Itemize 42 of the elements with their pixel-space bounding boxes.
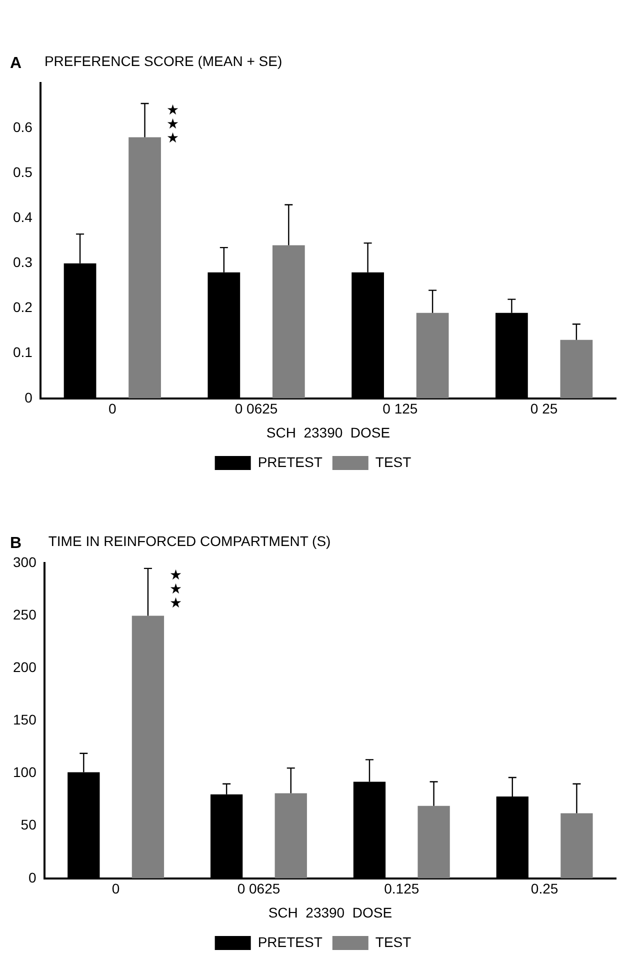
x-tick-label: 0 0625 (234, 400, 278, 417)
y-axis-title: PREFERENCE SCORE (MEAN + SE) (44, 53, 282, 70)
y-tick-label: 200 (13, 659, 37, 676)
bar (418, 806, 450, 878)
y-tick-label: 300 (13, 554, 37, 570)
bar (128, 137, 161, 398)
bar (274, 793, 307, 878)
x-tick-label: 0 125 (382, 400, 418, 417)
legend-label: TEST (375, 454, 412, 470)
y-tick-label: 0.6 (12, 119, 33, 136)
x-tick-label: 0 (112, 880, 120, 897)
x-tick-label: 0 25 (530, 400, 558, 417)
legend-label: TEST (375, 934, 412, 950)
y-tick-label: 0.2 (12, 299, 33, 316)
x-axis-title: SCH 23390 DOSE (268, 904, 392, 920)
x-axis-title: SCH 23390 DOSE (266, 424, 390, 440)
y-axis-title: TIME IN REINFORCED COMPARTMENT (S) (48, 533, 331, 550)
y-tick-label: 0.1 (12, 344, 33, 360)
x-tick-label: 0.25 (530, 880, 558, 897)
y-tick-label: 250 (13, 606, 37, 623)
chart-title: B (10, 535, 22, 552)
y-tick-label: 150 (13, 712, 37, 728)
y-tick-label: 0.3 (12, 254, 33, 270)
annotation: ★★★ (166, 101, 180, 146)
annotation: ★★★ (170, 566, 183, 610)
y-tick-label: 0.5 (12, 164, 33, 180)
y-tick-label: 0.4 (12, 209, 33, 226)
x-tick-label: 0.125 (384, 880, 420, 897)
x-tick-label: 0 0625 (237, 880, 280, 897)
chart-title: A (10, 55, 22, 72)
y-tick-label: 0 (28, 869, 37, 886)
y-tick-label: 50 (20, 816, 37, 833)
y-tick-label: 100 (13, 764, 37, 780)
x-tick-label: 0 (108, 400, 117, 417)
bar (416, 312, 449, 398)
bar (560, 813, 593, 878)
legend-label: PRETEST (258, 934, 323, 950)
bar (132, 616, 164, 878)
y-tick-label: 0 (24, 389, 33, 406)
bar (560, 340, 593, 398)
legend-label: PRETEST (258, 454, 323, 470)
bar (272, 245, 305, 398)
